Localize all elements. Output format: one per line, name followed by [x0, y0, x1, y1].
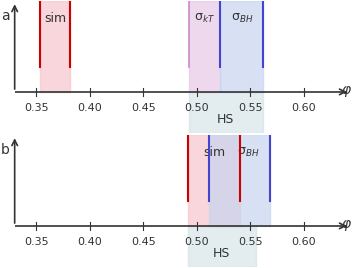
- Text: sim: sim: [44, 12, 66, 25]
- Text: 0.55: 0.55: [238, 103, 263, 113]
- Text: σ$_{BH}$: σ$_{BH}$: [237, 146, 259, 159]
- Bar: [209, 135, 270, 226]
- Text: 0.35: 0.35: [24, 103, 48, 113]
- Text: HS: HS: [217, 113, 234, 125]
- Bar: [40, 1, 70, 92]
- Text: φ: φ: [342, 83, 351, 97]
- Text: sim: sim: [203, 146, 225, 159]
- Text: 0.40: 0.40: [77, 237, 102, 247]
- Text: σ$_{BH}$: σ$_{BH}$: [231, 12, 253, 25]
- Text: 0.50: 0.50: [185, 103, 209, 113]
- Text: σ$_{kT}$: σ$_{kT}$: [194, 12, 215, 25]
- Bar: [189, 92, 263, 133]
- Text: 0.60: 0.60: [292, 237, 316, 247]
- Text: 0.50: 0.50: [185, 237, 209, 247]
- Text: 0.35: 0.35: [24, 237, 48, 247]
- Bar: [189, 1, 220, 92]
- Bar: [188, 226, 256, 267]
- Text: 0.60: 0.60: [292, 103, 316, 113]
- Text: 0.40: 0.40: [77, 103, 102, 113]
- Text: 0.45: 0.45: [131, 103, 156, 113]
- Text: φ: φ: [342, 217, 351, 231]
- Text: HS: HS: [213, 247, 230, 259]
- Text: 0.55: 0.55: [238, 237, 263, 247]
- Bar: [188, 135, 240, 226]
- Text: b: b: [0, 143, 9, 157]
- Bar: [220, 1, 263, 92]
- Text: a: a: [1, 9, 9, 23]
- Text: 0.45: 0.45: [131, 237, 156, 247]
